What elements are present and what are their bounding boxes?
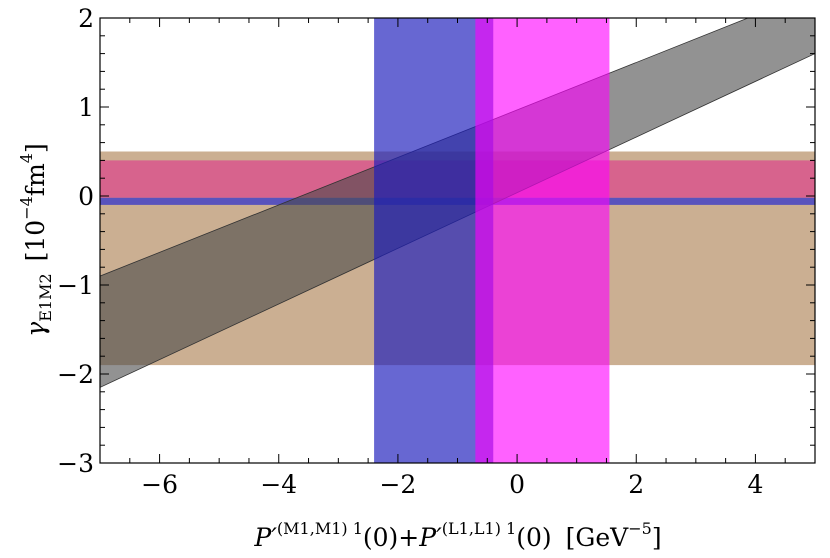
y-label-gamma: γ (21, 322, 50, 337)
y-tick-label: −1 (57, 271, 94, 300)
bands-layer (100, 18, 815, 463)
x-tick-label: 4 (747, 470, 763, 499)
svg-text:γE1M2[10−4fm4]: γE1M2 [10−4fm4] (17, 143, 55, 336)
y-label-unit-mid: fm (21, 163, 50, 196)
y-axis-label: γE1M2 [10−4fm4] (17, 143, 55, 336)
x-tick-label: −6 (141, 470, 178, 499)
x-axis-ticks: −6 −4 −2 0 2 4 (99, 18, 816, 499)
y-tick-label: −2 (57, 360, 94, 389)
x-label-prime1: ′ (271, 523, 277, 552)
y-tick-label: 1 (78, 93, 94, 122)
y-tick-label: −3 (57, 449, 94, 478)
x-tick-label: −4 (260, 470, 297, 499)
x-label-unit-open: [GeV (566, 523, 630, 552)
y-label-unit-open: [10 (21, 220, 50, 262)
x-tick-label: 2 (628, 470, 644, 499)
x-label-sup2: (L1,L1) 1 (442, 519, 516, 538)
x-tick-label: 0 (509, 470, 525, 499)
x-label-mid: (0)+ (363, 523, 419, 552)
y-axis-ticks: −3 −2 −1 0 1 2 (57, 4, 815, 478)
y-tick-label: 2 (78, 4, 94, 33)
x-label-prime2: ′ (436, 523, 442, 552)
x-label-unit-close: ] (652, 523, 662, 552)
x-axis-label: P′(M1,M1) 1(0)+P′(L1,L1) 1(0) [GeV−5] (253, 519, 661, 552)
x-tick-label: −2 (379, 470, 416, 499)
y-label-unit-close: ] (21, 143, 50, 153)
y-label-sub: E1M2 (36, 273, 55, 321)
x-label-end: (0) (516, 523, 551, 552)
x-label-unit-exp: −5 (628, 519, 652, 538)
y-tick-label: 0 (78, 182, 94, 211)
y-label-unit-exp2: 4 (17, 153, 36, 163)
x-label-p1: P (253, 523, 272, 552)
x-label-p2: P (418, 523, 437, 552)
y-label-unit-exp1: −4 (17, 196, 36, 220)
svg-text:P′(M1,M1) 1(0)+P′(L1,L1) 1(0)[: P′(M1,M1) 1(0)+P′(L1,L1) 1(0) [GeV−5] (253, 519, 661, 552)
magenta-vband (475, 18, 610, 463)
x-label-sup1: (M1,M1) 1 (277, 519, 363, 538)
blue-vband (374, 18, 494, 463)
